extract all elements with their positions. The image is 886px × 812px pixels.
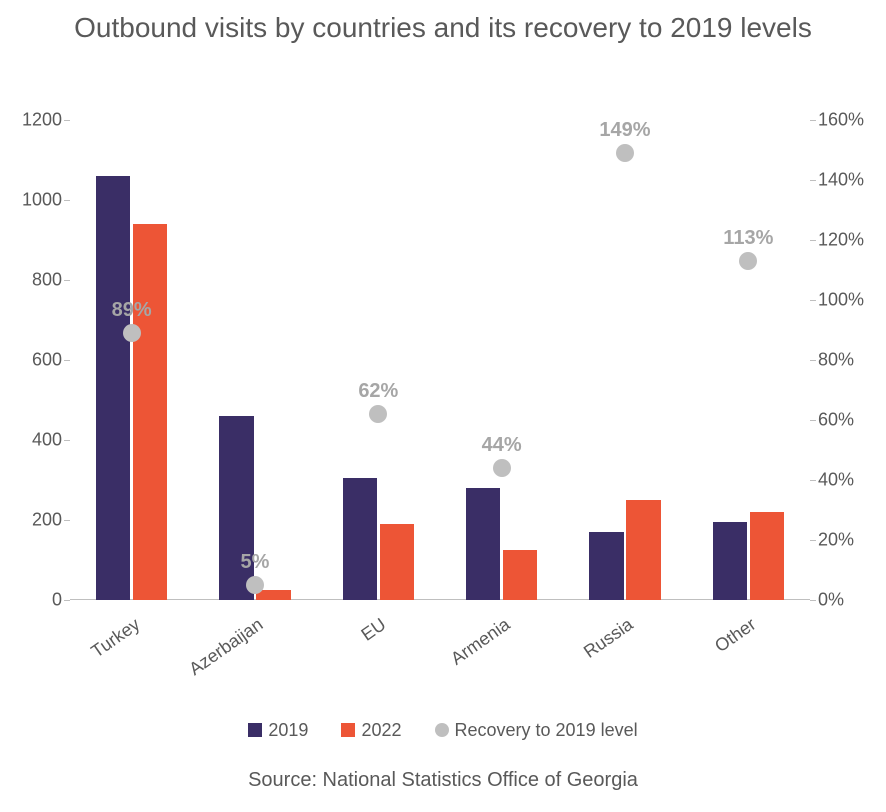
legend-swatch-2019 <box>248 723 262 737</box>
y-left-tick-label: 1000 <box>22 190 70 211</box>
y-right-tick <box>810 360 816 361</box>
recovery-dot <box>369 405 387 423</box>
recovery-data-label: 149% <box>599 119 650 142</box>
x-category-label: Turkey <box>87 614 144 662</box>
x-category-label: Azerbaijan <box>185 614 267 680</box>
legend-dot-recovery <box>435 723 449 737</box>
y-left-tick <box>64 360 70 361</box>
y-right-tick <box>810 180 816 181</box>
legend: 2019 2022 Recovery to 2019 level <box>0 720 886 743</box>
y-left-tick <box>64 440 70 441</box>
bar-2019 <box>713 522 748 600</box>
recovery-data-label: 89% <box>112 299 152 322</box>
y-left-tick <box>64 280 70 281</box>
y-right-tick <box>810 420 816 421</box>
y-right-tick <box>810 480 816 481</box>
recovery-data-label: 5% <box>241 551 270 574</box>
y-right-tick <box>810 540 816 541</box>
bar-2022 <box>256 590 291 600</box>
x-category-label: Russia <box>580 614 637 663</box>
y-left-tick <box>64 120 70 121</box>
bar-2022 <box>750 512 785 600</box>
y-right-tick <box>810 300 816 301</box>
y-right-tick <box>810 600 816 601</box>
y-right-tick <box>810 240 816 241</box>
bar-2022 <box>626 500 661 600</box>
y-right-tick-label: 20% <box>810 530 854 551</box>
bar-2022 <box>503 550 538 600</box>
bar-2022 <box>380 524 415 600</box>
recovery-data-label: 62% <box>358 380 398 403</box>
legend-item-2019: 2019 <box>248 720 308 741</box>
y-right-tick-label: 40% <box>810 470 854 491</box>
x-category-label: Other <box>711 614 760 657</box>
recovery-dot <box>616 144 634 162</box>
recovery-dot <box>493 459 511 477</box>
chart-area: 0200400600800100012000%20%40%60%80%100%1… <box>70 120 810 600</box>
bar-2019 <box>466 488 501 600</box>
y-left-tick <box>64 200 70 201</box>
y-right-tick <box>810 120 816 121</box>
y-left-tick-label: 1200 <box>22 110 70 131</box>
y-right-tick-label: 60% <box>810 410 854 431</box>
recovery-data-label: 113% <box>723 227 773 250</box>
legend-label: Recovery to 2019 level <box>455 720 638 741</box>
x-axis-line <box>70 599 810 600</box>
y-right-tick-label: 140% <box>810 170 864 191</box>
recovery-dot <box>739 252 757 270</box>
y-right-tick-label: 120% <box>810 230 864 251</box>
y-left-tick <box>64 520 70 521</box>
x-category-label: EU <box>358 614 391 646</box>
bar-2019 <box>96 176 131 600</box>
source-text: Source: National Statistics Office of Ge… <box>0 769 886 792</box>
x-category-label: Armenia <box>447 614 514 670</box>
recovery-dot <box>123 324 141 342</box>
y-right-tick-label: 160% <box>810 110 864 131</box>
recovery-dot <box>246 576 264 594</box>
legend-label: 2022 <box>361 720 401 741</box>
legend-label: 2019 <box>268 720 308 741</box>
y-right-tick-label: 80% <box>810 350 854 371</box>
legend-swatch-2022 <box>341 723 355 737</box>
plot: 0200400600800100012000%20%40%60%80%100%1… <box>70 120 810 600</box>
bar-2022 <box>133 224 168 600</box>
y-left-tick <box>64 600 70 601</box>
bar-2019 <box>343 478 378 600</box>
bar-2019 <box>589 532 624 600</box>
legend-item-2022: 2022 <box>341 720 401 741</box>
y-right-tick-label: 100% <box>810 290 864 311</box>
chart-title: Outbound visits by countries and its rec… <box>0 0 886 46</box>
legend-item-recovery: Recovery to 2019 level <box>435 720 638 741</box>
recovery-data-label: 44% <box>482 434 522 457</box>
